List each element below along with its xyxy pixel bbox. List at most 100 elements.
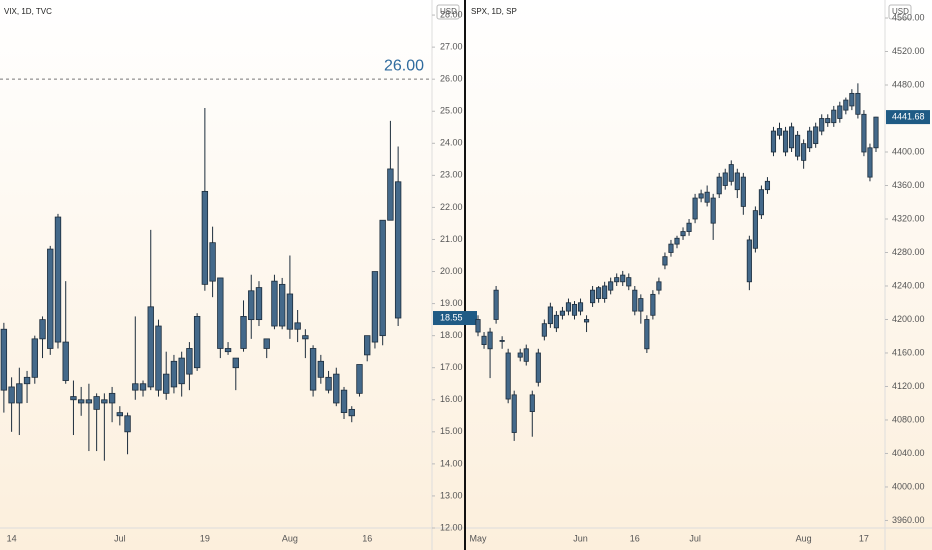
candle-body — [517, 352, 523, 358]
candle-body — [147, 306, 154, 388]
candle-body — [650, 293, 656, 316]
y-tick-label: 4200.00 — [892, 314, 925, 324]
candle-body — [662, 256, 668, 266]
candle-body — [819, 118, 825, 132]
candle-body — [728, 164, 734, 182]
y-tick-label: 28.00 — [440, 9, 463, 19]
candle-body — [559, 310, 566, 316]
x-tick-label: Aug — [796, 533, 812, 543]
candle-body — [224, 348, 232, 353]
candle-body — [861, 113, 867, 153]
candle-body — [248, 290, 255, 321]
y-tick-label: 4560.00 — [892, 12, 925, 22]
y-tick-label: 20.00 — [440, 266, 463, 276]
candle-body — [286, 293, 294, 330]
y-tick-label: 18.00 — [440, 330, 463, 340]
candle-body — [278, 283, 286, 327]
candle-body — [263, 338, 270, 349]
y-tick-label: 25.00 — [440, 106, 463, 116]
y-tick-label: 26.00 — [440, 74, 463, 84]
y-tick-label: 23.00 — [440, 170, 463, 180]
candle-body — [620, 274, 626, 283]
candle-body — [193, 316, 201, 369]
y-tick-label: 4120.00 — [892, 381, 925, 391]
chart-title: SPX, 1D, SP — [471, 7, 517, 16]
y-tick-label: 12.00 — [440, 522, 463, 532]
candle-body — [505, 352, 511, 400]
y-tick-label: 21.00 — [440, 234, 463, 244]
y-tick-label: 4160.00 — [892, 347, 925, 357]
candle-body — [317, 360, 325, 378]
candle-body — [85, 399, 93, 404]
candle-body — [638, 298, 644, 312]
candle-body — [523, 348, 529, 362]
candle-body — [632, 289, 638, 312]
candle-body — [837, 105, 843, 119]
candle-body — [108, 392, 116, 404]
x-tick-label: Jul — [689, 533, 701, 543]
candle-body — [740, 176, 746, 207]
candle-body — [602, 285, 608, 299]
candle-body — [155, 325, 162, 391]
candle-body — [23, 376, 31, 385]
candle-body — [209, 242, 216, 282]
candle-body — [807, 130, 813, 149]
candle-body — [692, 197, 698, 220]
candle-body — [541, 323, 547, 337]
candle-body — [333, 373, 340, 404]
x-tick-label: Aug — [282, 533, 298, 543]
candle-body — [255, 287, 263, 321]
candle-body — [93, 396, 100, 410]
candle-body — [348, 408, 355, 417]
y-tick-label: 4400.00 — [892, 146, 925, 156]
candle-body — [47, 248, 54, 349]
candle-body — [867, 147, 873, 178]
price-unit: USD — [440, 7, 457, 16]
candle-body — [843, 99, 849, 111]
candle-body — [698, 193, 704, 199]
candle-body — [511, 394, 517, 433]
x-tick-label: 16 — [362, 533, 372, 543]
x-tick-label: 14 — [7, 533, 17, 543]
candle-body — [788, 126, 795, 149]
candle-body — [379, 219, 386, 337]
candle-body — [782, 130, 789, 153]
candle-body — [356, 364, 363, 394]
y-tick-label: 4240.00 — [892, 280, 925, 290]
last-price-badge — [433, 311, 477, 326]
candle-body — [481, 335, 487, 346]
y-tick-label: 13.00 — [440, 490, 463, 500]
candle-body — [493, 289, 499, 320]
candle-body — [831, 109, 837, 124]
candle-body — [571, 304, 578, 316]
x-tick-label: May — [470, 533, 488, 543]
candle-body — [716, 176, 722, 195]
y-tick-label: 15.00 — [440, 426, 463, 436]
candle-body — [686, 222, 692, 232]
candle-body — [487, 331, 493, 350]
y-tick-label: 16.00 — [440, 394, 463, 404]
candle-body — [240, 316, 247, 349]
candle-body — [294, 322, 301, 330]
x-tick-label: 19 — [200, 533, 210, 543]
candle-body — [499, 340, 505, 342]
candle-body — [139, 383, 147, 391]
x-tick-label: 16 — [630, 533, 640, 543]
y-tick-label: 4280.00 — [892, 247, 925, 257]
y-tick-label: 4080.00 — [892, 414, 925, 424]
candle-body — [70, 396, 77, 401]
price-unit: USD — [892, 7, 909, 16]
candle-body — [590, 289, 596, 304]
candle-body — [752, 210, 758, 249]
candle-body — [547, 306, 553, 325]
candle-body — [758, 189, 764, 216]
candle-body — [656, 281, 662, 291]
candle-body — [535, 352, 541, 383]
candle-body — [565, 302, 572, 312]
candle-body — [734, 172, 740, 191]
candle-body — [309, 348, 317, 391]
y-tick-label: 22.00 — [440, 202, 463, 212]
candle-body — [674, 237, 680, 245]
last-price-label: 18.55 — [440, 312, 463, 322]
